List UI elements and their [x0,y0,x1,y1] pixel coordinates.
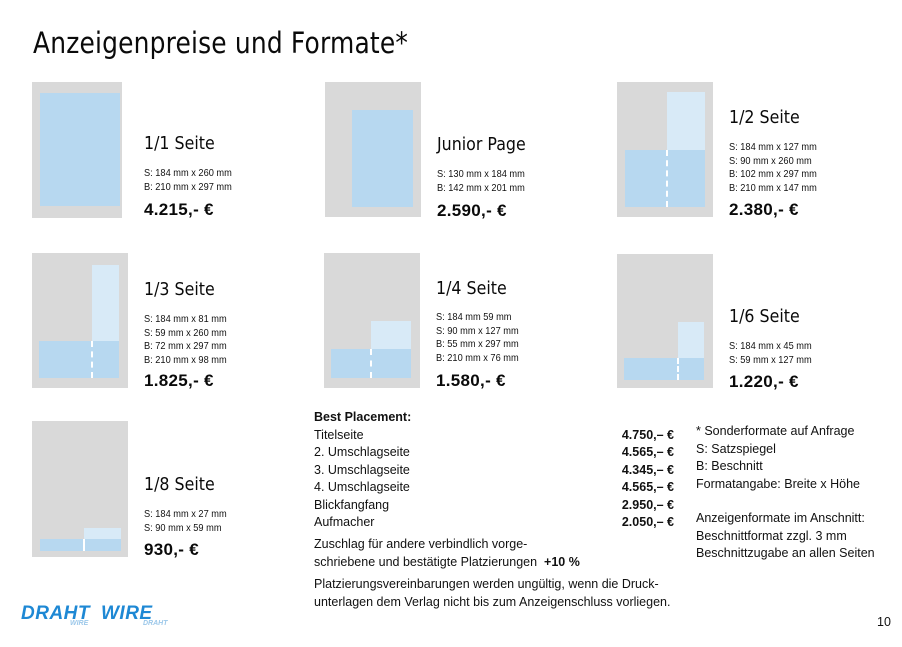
page-thumbnail [32,82,122,218]
format-price: 930,- € [144,540,200,559]
surcharge-value: +10 % [544,554,580,569]
ad-area-horizontal [625,150,705,207]
format-specs: S: 184 mm 59 mm S: 90 mm x 127 mm B: 55 … [436,311,519,364]
format-price: 4.215,- € [144,200,214,219]
table-row: Aufmacher 2.050,– € [314,515,674,529]
format-price: 2.590,- € [437,201,507,220]
divider-line [370,349,372,378]
format-name: 1/8 Seite [144,474,215,495]
format-specs: S: 130 mm x 184 mm B: 142 mm x 201 mm [437,168,525,194]
table-row: Titelseite 4.750,– € [314,427,674,442]
legend: * Sonderformate auf Anfrage S: Satzspieg… [696,424,875,560]
ad-area [352,110,413,207]
best-placement-table: Best Placement: Titelseite 4.750,– € 2. … [314,409,674,532]
table-row: 4. Umschlagseite 4.565,– € [314,480,674,494]
format-name: 1/1 Seite [144,133,215,154]
format-name: 1/3 Seite [144,279,215,300]
ad-area-vertical [667,92,705,150]
page-thumbnail [32,253,128,388]
format-price: 2.380,- € [729,200,799,219]
format-specs: S: 184 mm x 127 mm S: 90 mm x 260 mm B: … [729,141,817,194]
format-price: 1.220,- € [729,372,799,391]
table-row: 2. Umschlagseite 4.565,– € [314,445,674,459]
format-specs: S: 184 mm x 27 mm S: 90 mm x 59 mm [144,508,227,534]
placement-notice: Platzierungsvereinbarungen werden ungült… [314,577,671,609]
divider-line [83,539,85,551]
page-thumbnail [617,82,713,217]
format-specs: S: 184 mm x 45 mm S: 59 mm x 127 mm [729,340,812,366]
format-price: 1.825,- € [144,371,214,390]
ad-area-vertical [92,265,119,341]
format-price: 1.580,- € [436,371,506,390]
ad-area-vertical [84,528,121,539]
table-row: Blickfangfang 2.950,– € [314,497,674,512]
ad-area-horizontal [624,358,704,380]
format-name: Junior Page [437,134,526,155]
page-title: Anzeigenpreise und Formate* [33,26,409,60]
page-thumbnail [325,82,421,217]
divider-line [677,358,679,380]
ad-area-vertical [678,322,704,358]
format-specs: S: 184 mm x 260 mm B: 210 mm x 297 mm [144,167,232,193]
ad-area-horizontal [39,341,119,378]
surcharge-note: Zuschlag für andere verbindlich vorge- s… [314,537,580,569]
ad-area-vertical [371,321,411,349]
table-row: 3. Umschlagseite 4.345,– € [314,462,674,477]
best-placement-heading: Best Placement: [314,410,412,424]
page-thumbnail [324,253,420,388]
page-number: 10 [877,615,891,629]
format-specs: S: 184 mm x 81 mm S: 59 mm x 260 mm B: 7… [144,313,227,366]
ad-area-horizontal [40,539,121,551]
page-thumbnail [32,421,128,557]
divider-line [666,150,668,207]
format-name: 1/4 Seite [436,278,507,299]
ad-area [40,93,120,206]
divider-line [91,341,93,378]
page-thumbnail [617,254,713,388]
format-name: 1/2 Seite [729,107,800,128]
format-name: 1/6 Seite [729,306,800,327]
